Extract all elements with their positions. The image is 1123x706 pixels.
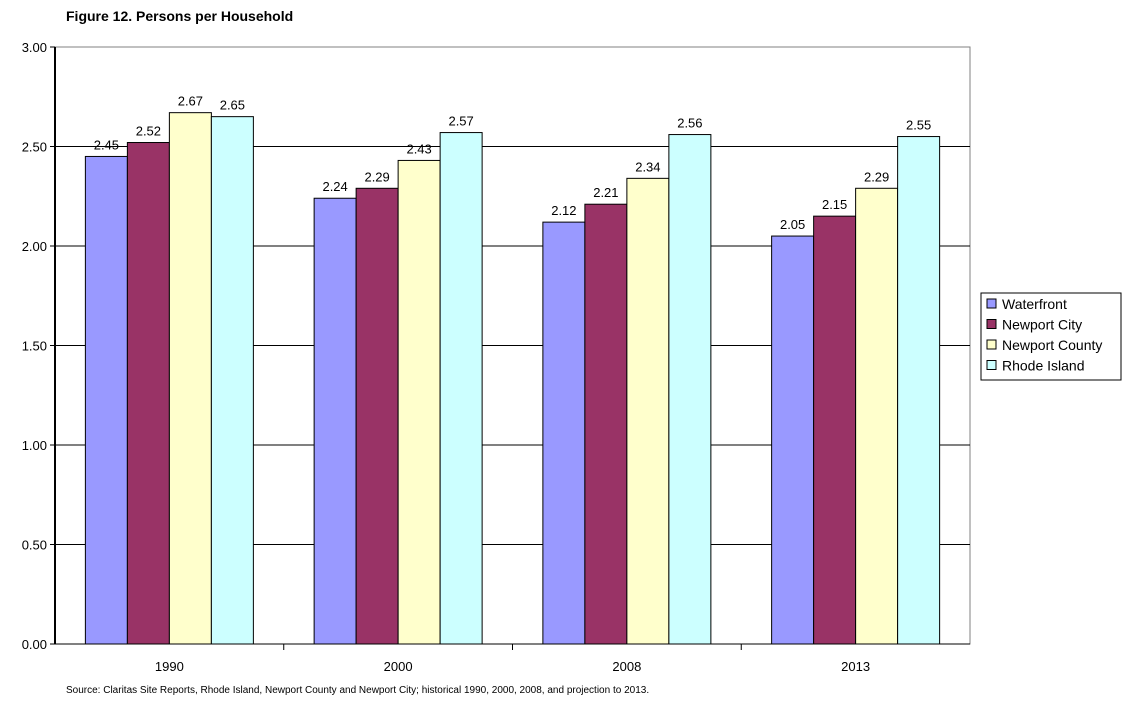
data-label: 2.43	[406, 141, 431, 156]
legend-swatch	[986, 360, 997, 370]
bar	[210, 116, 254, 645]
data-label: 2.29	[864, 169, 889, 184]
data-label: 2.29	[364, 169, 389, 184]
legend	[980, 292, 1122, 381]
figure-title: Figure 12. Persons per Household	[66, 8, 294, 24]
data-label: 2.21	[593, 185, 618, 200]
data-label: 2.56	[677, 116, 702, 131]
bar	[397, 159, 441, 645]
data-label: 2.34	[635, 159, 660, 174]
data-label: 2.52	[136, 124, 161, 139]
bar	[313, 197, 357, 645]
legend-label: Newport County	[1002, 337, 1102, 353]
bar	[355, 187, 399, 645]
data-label: 2.67	[178, 94, 203, 109]
data-label: 2.65	[220, 98, 245, 113]
bar	[584, 203, 628, 645]
data-label: 2.45	[94, 137, 119, 152]
bar	[668, 134, 712, 645]
data-label: 2.05	[780, 217, 805, 232]
legend-swatch	[986, 339, 997, 350]
data-label: 2.15	[822, 197, 847, 212]
bar	[855, 187, 899, 645]
bar	[771, 235, 815, 645]
data-label: 2.12	[551, 203, 576, 218]
bar-chart: 0.00 0.50 1.00 1.50 2.00 2.50 3.00 1990 2.45 2.52…	[22, 40, 1122, 674]
source-note: Source: Claritas Site Reports, Rhode Isl…	[66, 685, 650, 696]
legend-label: Waterfront	[1002, 296, 1067, 312]
data-label: 2.57	[448, 114, 473, 129]
y-tick-label: 1.00	[22, 438, 47, 453]
data-label: 2.55	[906, 118, 931, 133]
y-tick-label: 3.00	[22, 40, 47, 55]
x-tick-label: 2013	[841, 659, 870, 674]
bar	[84, 155, 128, 645]
y-tick-label: 1.50	[22, 339, 47, 354]
x-tick-label: 2008	[612, 659, 641, 674]
x-tick-label: 1990	[155, 659, 184, 674]
y-tick-label: 0.00	[22, 637, 47, 652]
bar	[439, 132, 483, 645]
y-tick-label: 2.50	[22, 140, 47, 155]
bar	[897, 136, 941, 645]
bar	[126, 142, 170, 645]
bar	[168, 112, 212, 645]
bar	[813, 215, 857, 645]
legend-label: Rhode Island	[1002, 358, 1085, 374]
x-tick-label: 2000	[384, 659, 413, 674]
legend-swatch	[986, 298, 997, 309]
y-tick-label: 2.00	[22, 239, 47, 254]
bar	[626, 177, 670, 645]
legend-swatch	[986, 319, 997, 329]
legend-label: Newport City	[1002, 317, 1082, 333]
data-label: 2.24	[322, 179, 347, 194]
y-tick-label: 0.50	[22, 538, 47, 553]
bar	[542, 221, 586, 645]
